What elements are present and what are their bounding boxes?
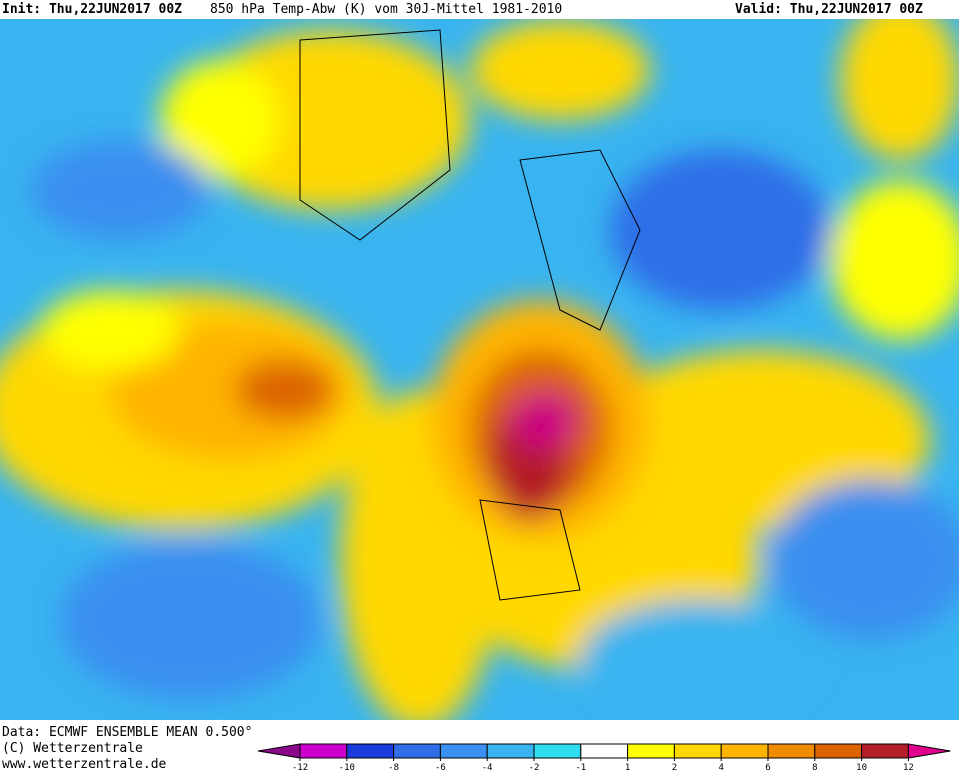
colorbar-label: -12 [292, 763, 308, 770]
colorbar-label: 10 [856, 763, 867, 770]
colorbar-label: -8 [388, 763, 399, 770]
colorbar-box [861, 743, 909, 759]
colorbar-arrow [907, 743, 951, 759]
colorbar-box [299, 743, 348, 759]
colorbar-box [533, 743, 582, 759]
colorbar-box [346, 743, 395, 759]
colorbar-label: -4 [482, 763, 493, 770]
colorbar-label: -10 [339, 763, 355, 770]
copyright: (C) Wetterzentrale [2, 741, 143, 756]
colorbar-box [627, 743, 675, 759]
data-source: Data: ECMWF ENSEMBLE MEAN 0.500° [2, 725, 252, 740]
url: www.wetterzentrale.de [2, 757, 167, 770]
colorbar-box [439, 743, 488, 759]
map-title: 850 hPa Temp-Abw (K) vom 30J-Mittel 1981… [210, 2, 562, 17]
colorbar-label: 4 [718, 763, 723, 770]
colorbar-label: -2 [529, 763, 540, 770]
colorbar-box [767, 743, 816, 759]
colorbar-label: 12 [903, 763, 914, 770]
colorbar-label: 1 [625, 763, 630, 770]
colorbar-label: -1 [575, 763, 586, 770]
colorbar-label: 8 [812, 763, 817, 770]
colorbar-box [814, 743, 863, 759]
colorbar-box [580, 743, 629, 759]
colorbar-box [393, 743, 441, 759]
colorbar-box [673, 743, 722, 759]
colorbar-label: 6 [765, 763, 770, 770]
map [0, 19, 959, 720]
colorbar: -12 -10 -8 -6 -4 -2 -1 1 2 4 6 8 10 12 [257, 743, 951, 770]
valid-label: Valid: Thu,22JUN2017 00Z [735, 2, 923, 17]
colorbar-label: -6 [435, 763, 446, 770]
init-label: Init: Thu,22JUN2017 00Z [2, 2, 182, 17]
colorbar-box [720, 743, 769, 759]
colorbar-box [486, 743, 535, 759]
colorbar-label: 2 [672, 763, 677, 770]
